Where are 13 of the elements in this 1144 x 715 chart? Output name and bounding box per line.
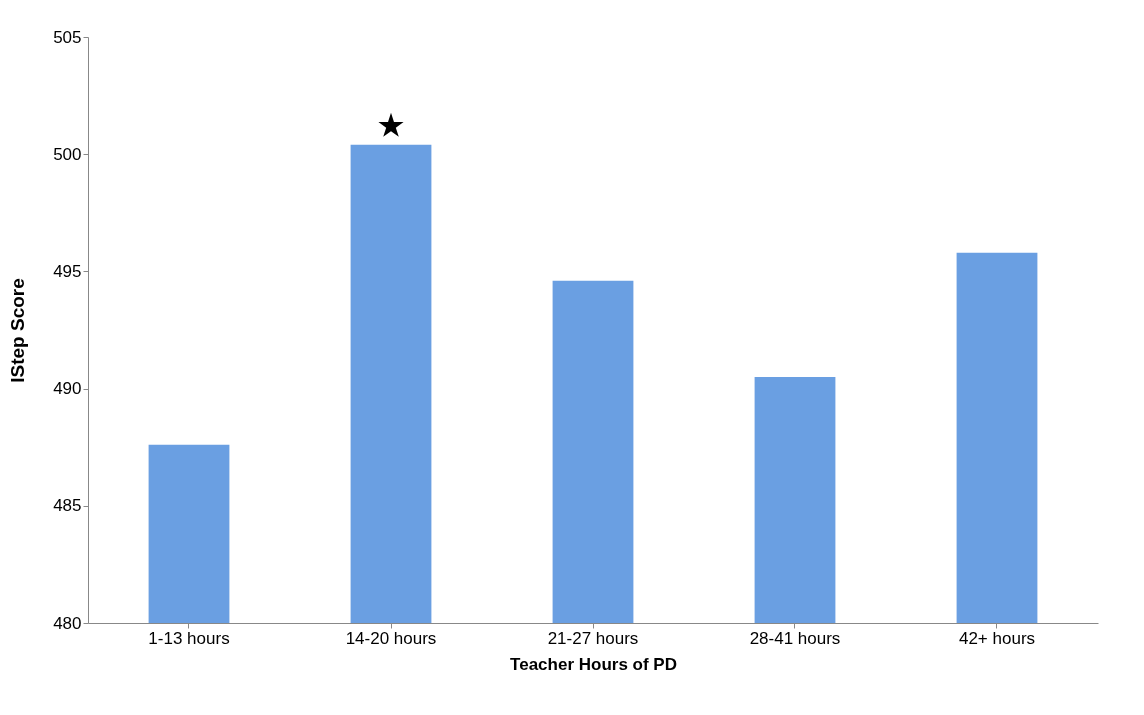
- x-axis-title: Teacher Hours of PD: [510, 654, 677, 674]
- y-tick-label: 490: [53, 379, 82, 399]
- x-tick-label: 21-27 hours: [547, 628, 639, 648]
- y-tick-label: 485: [53, 496, 82, 516]
- x-tick-label: 14-20 hours: [345, 628, 437, 648]
- x-tick-label: 42+ hours: [958, 628, 1036, 648]
- y-tick-label: 480: [53, 613, 82, 633]
- y-tick-label: 505: [53, 27, 82, 47]
- x-tick-label: 1-13 hours: [148, 628, 230, 648]
- y-tick-label: 495: [53, 261, 82, 281]
- x-tick-label: 28-41 hours: [749, 628, 841, 648]
- y-tick-label: 500: [53, 144, 82, 164]
- y-axis-title: IStep Score: [7, 278, 29, 383]
